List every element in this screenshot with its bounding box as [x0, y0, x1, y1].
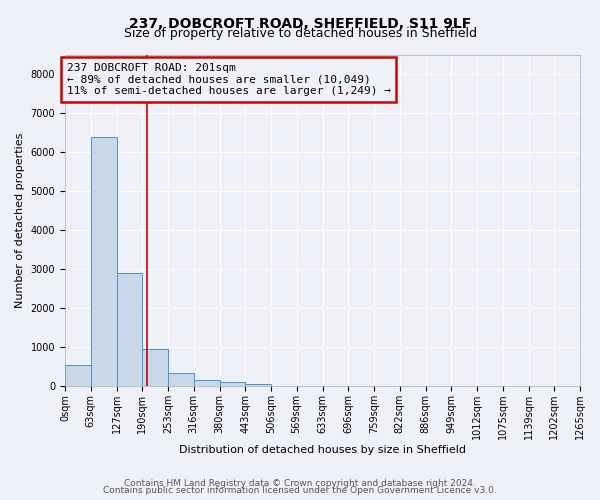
- Bar: [116, 274, 142, 386]
- X-axis label: Distribution of detached houses by size in Sheffield: Distribution of detached houses by size …: [179, 445, 466, 455]
- Bar: [91, 137, 116, 386]
- Bar: [168, 372, 194, 386]
- Text: Size of property relative to detached houses in Sheffield: Size of property relative to detached ho…: [124, 28, 476, 40]
- Y-axis label: Number of detached properties: Number of detached properties: [15, 133, 25, 308]
- Text: 237, DOBCROFT ROAD, SHEFFIELD, S11 9LF: 237, DOBCROFT ROAD, SHEFFIELD, S11 9LF: [129, 18, 471, 32]
- Text: Contains public sector information licensed under the Open Government Licence v3: Contains public sector information licen…: [103, 486, 497, 495]
- Text: 237 DOBCROFT ROAD: 201sqm
← 89% of detached houses are smaller (10,049)
11% of s: 237 DOBCROFT ROAD: 201sqm ← 89% of detac…: [67, 63, 391, 96]
- Bar: [220, 382, 245, 386]
- Bar: [194, 380, 220, 386]
- Bar: [65, 365, 91, 386]
- Text: Contains HM Land Registry data © Crown copyright and database right 2024.: Contains HM Land Registry data © Crown c…: [124, 478, 476, 488]
- Bar: [142, 350, 168, 387]
- Bar: [245, 384, 271, 386]
